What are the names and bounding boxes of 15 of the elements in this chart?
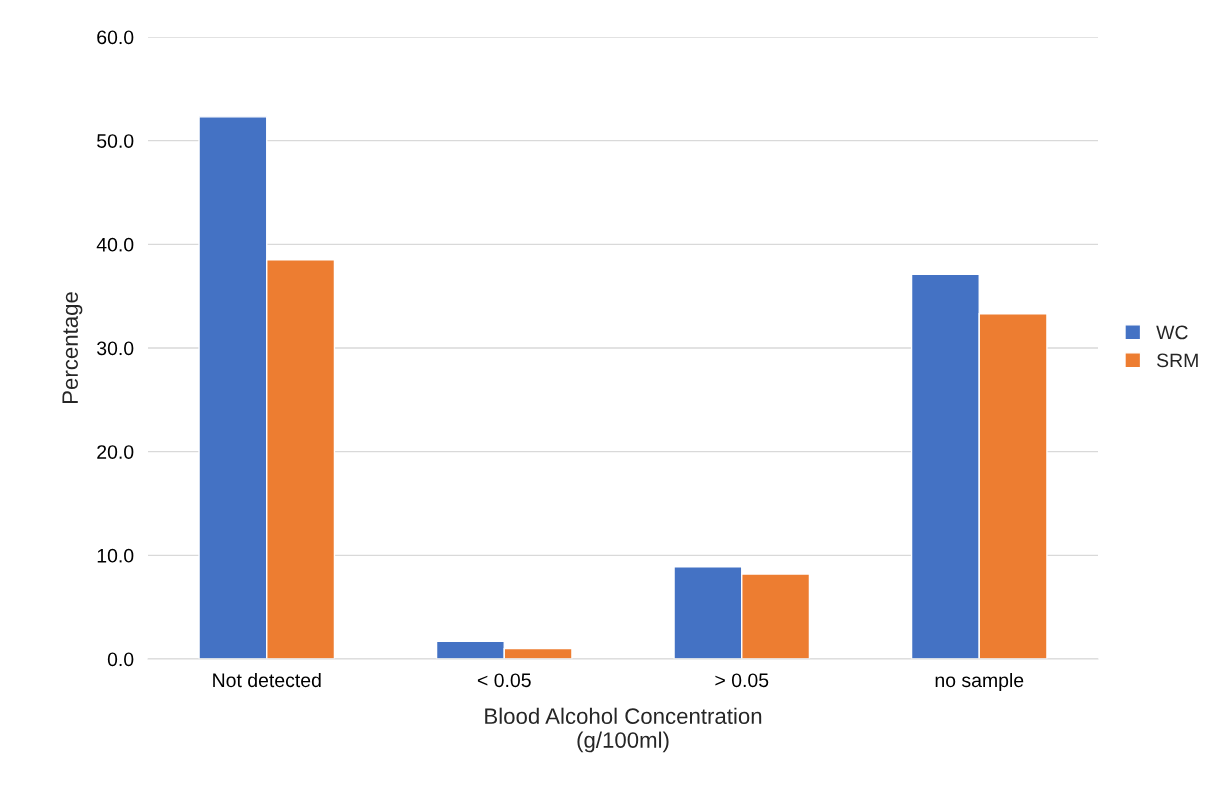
y-tick-label: 40.0 xyxy=(96,237,134,252)
x-axis-title: Blood Alcohol Concentration (g/100ml) xyxy=(485,707,762,753)
y-tick-label: 10.0 xyxy=(97,548,134,563)
y-tick-label: 0.0 xyxy=(107,652,134,667)
y-tick-label: 20.0 xyxy=(97,445,134,459)
legend-label: WC xyxy=(1156,325,1188,340)
legend-label: SRM xyxy=(1157,353,1198,368)
y-tick-label: 30.0 xyxy=(97,341,134,356)
x-tick-label: no sample xyxy=(935,672,1024,692)
x-tick-label: Not detected xyxy=(213,672,321,688)
x-tick-label: > 0.05 xyxy=(715,673,769,688)
y-tick-label: 50.0 xyxy=(97,134,134,148)
y-tick-label: 60.0 xyxy=(97,30,134,45)
x-tick-label: < 0.05 xyxy=(477,673,531,688)
y-axis-title: Percentage xyxy=(62,292,83,403)
